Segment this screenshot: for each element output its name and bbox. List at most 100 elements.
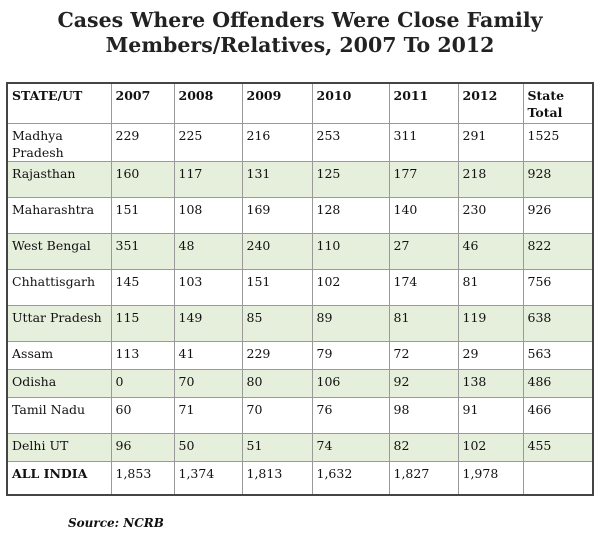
value-cell: 1,374 — [173, 460, 243, 496]
total-cell: 756 — [522, 268, 594, 306]
value-cell: 113 — [110, 340, 175, 370]
state-cell: West Bengal — [6, 232, 112, 270]
value-cell: 108 — [173, 196, 243, 234]
value-cell: 82 — [388, 432, 459, 462]
value-cell: 125 — [311, 160, 390, 198]
state-cell: Chhattisgarh — [6, 268, 112, 306]
value-cell: 48 — [173, 232, 243, 270]
value-cell: 1,978 — [457, 460, 524, 496]
column-header: 2011 — [388, 82, 459, 124]
data-table: STATE/UT 2007 2008 2009 2010 2011 2012 S… — [6, 82, 594, 496]
value-cell: 1,813 — [241, 460, 313, 496]
value-cell: 0 — [110, 368, 175, 398]
total-cell: 926 — [522, 196, 594, 234]
value-cell: 91 — [457, 396, 524, 434]
value-cell: 50 — [173, 432, 243, 462]
total-cell: 822 — [522, 232, 594, 270]
value-cell: 160 — [110, 160, 175, 198]
value-cell: 76 — [311, 396, 390, 434]
value-cell: 102 — [457, 432, 524, 462]
value-cell: 240 — [241, 232, 313, 270]
column-header: 2012 — [457, 82, 524, 124]
value-cell: 253 — [311, 122, 390, 162]
table-row: Tamil Nadu 60 71 70 76 98 91 466 — [6, 396, 594, 434]
value-cell: 229 — [241, 340, 313, 370]
table-row: Delhi UT 96 50 51 74 82 102 455 — [6, 432, 594, 462]
state-cell: Delhi UT — [6, 432, 112, 462]
value-cell: 138 — [457, 368, 524, 398]
table-header-row: STATE/UT 2007 2008 2009 2010 2011 2012 S… — [6, 82, 594, 124]
total-cell: 1525 — [522, 122, 594, 162]
value-cell: 74 — [311, 432, 390, 462]
value-cell: 106 — [311, 368, 390, 398]
total-cell: 466 — [522, 396, 594, 434]
value-cell: 85 — [241, 304, 313, 342]
state-cell: Rajasthan — [6, 160, 112, 198]
value-cell: 117 — [173, 160, 243, 198]
value-cell: 229 — [110, 122, 175, 162]
value-cell: 96 — [110, 432, 175, 462]
column-header: STATE/UT — [6, 82, 112, 124]
value-cell: 70 — [173, 368, 243, 398]
total-cell: 455 — [522, 432, 594, 462]
value-cell: 46 — [457, 232, 524, 270]
column-header: State Total — [522, 82, 594, 124]
value-cell: 1,827 — [388, 460, 459, 496]
state-cell: Tamil Nadu — [6, 396, 112, 434]
value-cell: 70 — [241, 396, 313, 434]
column-header: 2007 — [110, 82, 175, 124]
value-cell: 80 — [241, 368, 313, 398]
value-cell: 1,853 — [110, 460, 175, 496]
chart-title-line-2: Members/Relatives, 2007 To 2012 — [105, 33, 495, 57]
table-row: Odisha 0 70 80 106 92 138 486 — [6, 368, 594, 398]
total-cell: 486 — [522, 368, 594, 398]
value-cell: 79 — [311, 340, 390, 370]
value-cell: 71 — [173, 396, 243, 434]
value-cell: 311 — [388, 122, 459, 162]
chart-title-line-1: Cases Where Offenders Were Close Family — [57, 8, 543, 32]
total-cell: 563 — [522, 340, 594, 370]
value-cell: 92 — [388, 368, 459, 398]
value-cell: 145 — [110, 268, 175, 306]
total-cell — [522, 460, 594, 496]
state-cell: ALL INDIA — [6, 460, 112, 496]
chart-title: Cases Where Offenders Were Close Family … — [0, 8, 600, 58]
value-cell: 128 — [311, 196, 390, 234]
value-cell: 60 — [110, 396, 175, 434]
total-cell: 638 — [522, 304, 594, 342]
table-row: Uttar Pradesh 115 149 85 89 81 119 638 — [6, 304, 594, 342]
value-cell: 81 — [388, 304, 459, 342]
value-cell: 149 — [173, 304, 243, 342]
table-row: Maharashtra 151 108 169 128 140 230 926 — [6, 196, 594, 234]
value-cell: 230 — [457, 196, 524, 234]
column-header: 2009 — [241, 82, 313, 124]
value-cell: 115 — [110, 304, 175, 342]
value-cell: 27 — [388, 232, 459, 270]
value-cell: 151 — [241, 268, 313, 306]
state-cell: Assam — [6, 340, 112, 370]
value-cell: 110 — [311, 232, 390, 270]
state-cell: Madhya Pradesh — [6, 122, 112, 162]
value-cell: 103 — [173, 268, 243, 306]
value-cell: 218 — [457, 160, 524, 198]
all-india-total-row: ALL INDIA 1,853 1,374 1,813 1,632 1,827 … — [6, 460, 594, 496]
value-cell: 81 — [457, 268, 524, 306]
column-header: 2008 — [173, 82, 243, 124]
value-cell: 98 — [388, 396, 459, 434]
value-cell: 169 — [241, 196, 313, 234]
total-cell: 928 — [522, 160, 594, 198]
value-cell: 1,632 — [311, 460, 390, 496]
table-row: Rajasthan 160 117 131 125 177 218 928 — [6, 160, 594, 198]
table-row: Assam 113 41 229 79 72 29 563 — [6, 340, 594, 370]
value-cell: 41 — [173, 340, 243, 370]
value-cell: 151 — [110, 196, 175, 234]
state-cell: Uttar Pradesh — [6, 304, 112, 342]
value-cell: 72 — [388, 340, 459, 370]
value-cell: 351 — [110, 232, 175, 270]
state-cell: Odisha — [6, 368, 112, 398]
value-cell: 140 — [388, 196, 459, 234]
column-header: 2010 — [311, 82, 390, 124]
state-cell: Maharashtra — [6, 196, 112, 234]
table-row: West Bengal 351 48 240 110 27 46 822 — [6, 232, 594, 270]
value-cell: 102 — [311, 268, 390, 306]
